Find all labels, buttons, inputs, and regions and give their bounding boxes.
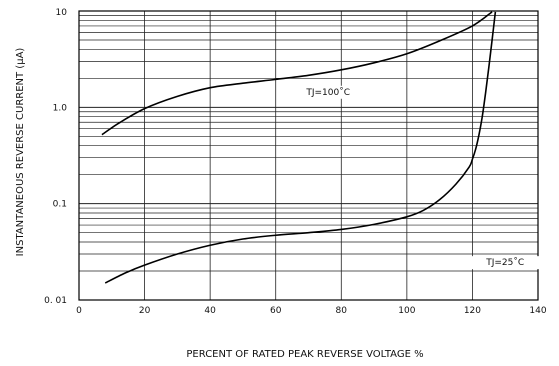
y-tick-label: 10	[56, 8, 68, 18]
x-tick-label: 40	[204, 306, 216, 316]
curve-layer	[101, 11, 497, 284]
x-tick-label: 80	[336, 306, 348, 316]
y-tick-label: 0.1	[53, 200, 67, 210]
x-tick-label: 120	[464, 306, 481, 316]
curve-annotations: TJ=100˚C TJ=25˚C	[294, 85, 540, 270]
annotation-background	[294, 85, 363, 99]
x-tick-label: 60	[270, 306, 282, 316]
curve-series-2	[104, 11, 497, 284]
tick-labels: 0 20 40 60 80 100 120 140 10 1.0 0.1 0. 01	[44, 8, 547, 316]
x-tick-label: 0	[76, 306, 82, 316]
y-tick-label: 1.0	[53, 103, 68, 113]
x-tick-label: 140	[529, 306, 546, 316]
x-axis-title: PERCENT OF RATED PEAK REVERSE VOLTAGE %	[186, 349, 423, 360]
annotation-background	[471, 256, 540, 270]
annotation-label: TJ=25˚C	[485, 257, 524, 268]
y-tick-label: 0. 01	[44, 296, 67, 306]
grid-lines	[78, 11, 539, 301]
plot-border	[78, 10, 539, 301]
annotation-label: TJ=100˚C	[305, 87, 350, 98]
curve-series-1	[101, 11, 493, 136]
x-tick-label: 100	[398, 306, 415, 316]
plot-frame	[78, 10, 539, 301]
x-tick-label: 20	[139, 306, 151, 316]
y-axis-title: INSTANTANEOUS REVERSE CURRENT (μA)	[15, 48, 26, 257]
